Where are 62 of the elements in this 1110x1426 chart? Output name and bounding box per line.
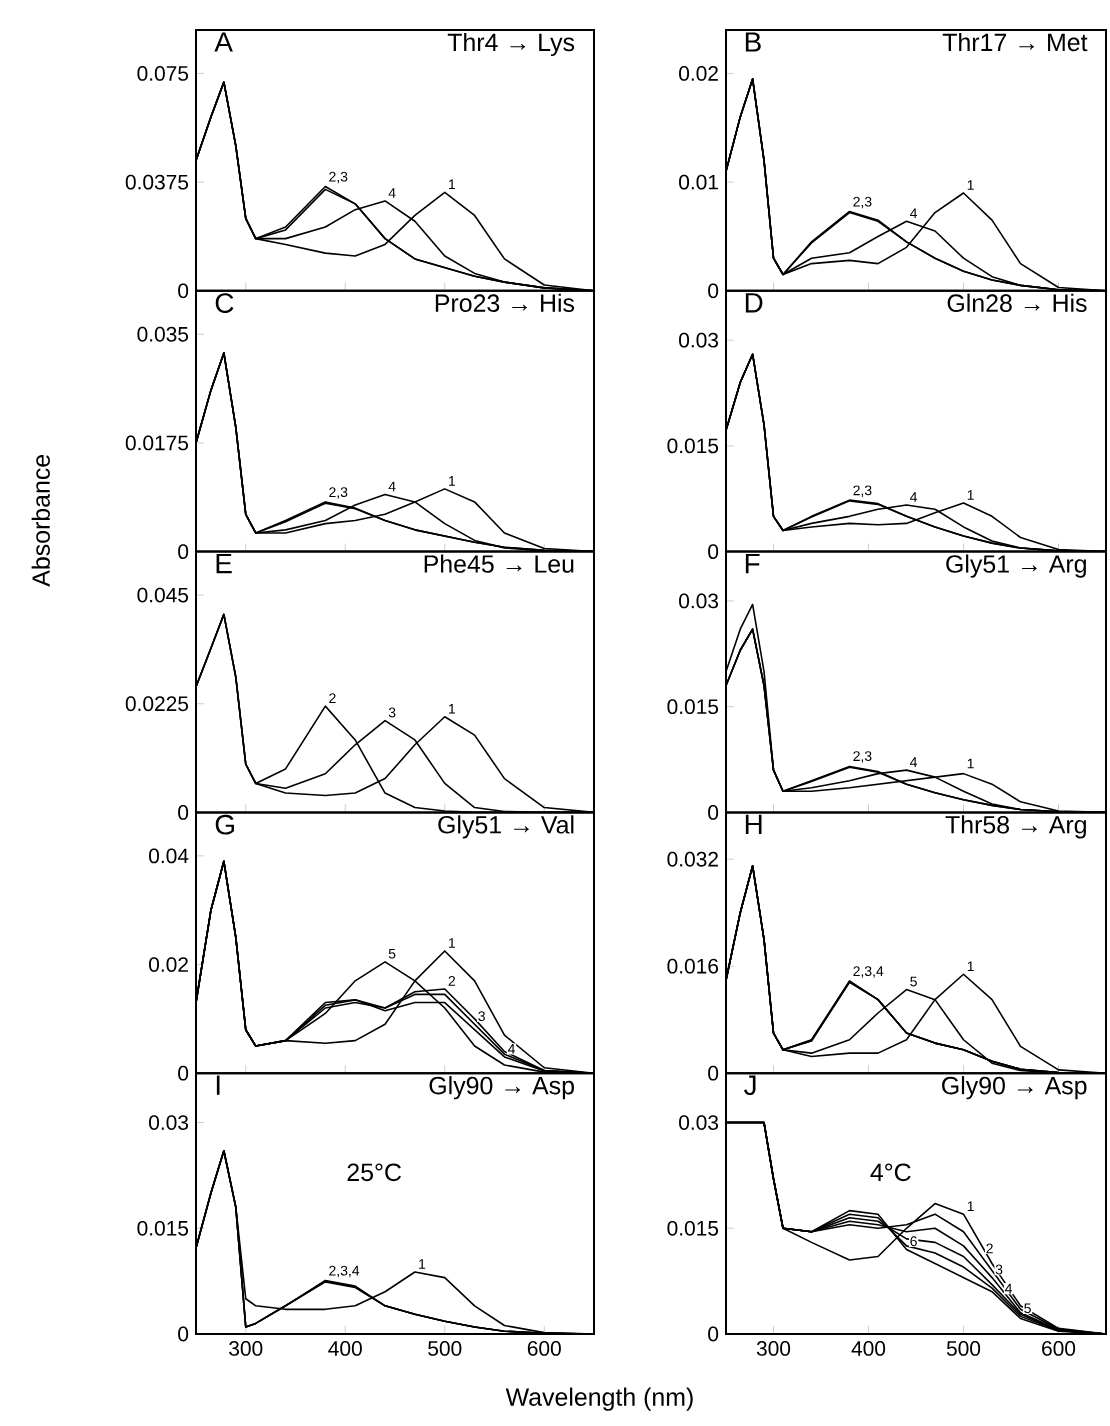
y-tick-label: 0 — [708, 544, 719, 560]
annotation: I — [216, 1075, 220, 1095]
y-tick-label: 0 — [178, 805, 189, 820]
y-tick-label: 0 — [178, 283, 189, 299]
y-tick-label: 0.02 — [679, 66, 718, 81]
chart-title: Gly90 → Asp — [942, 1076, 1087, 1100]
annotation: D — [745, 293, 763, 313]
annotation: H — [745, 814, 762, 834]
chart-title: Thr4 → Lys — [447, 32, 575, 57]
x-tick-label: 500 — [428, 1341, 462, 1356]
chart-title: Pro23 → His — [435, 293, 575, 312]
y-tick-label: 0 — [708, 1065, 719, 1081]
y-tick-label: 0.0225 — [125, 696, 189, 712]
chart-title: Phe45 → Leu — [424, 554, 574, 573]
annotation: A — [214, 32, 233, 52]
y-tick-label: 0.015 — [667, 1220, 719, 1236]
y-tick-label: 0 — [178, 544, 189, 560]
y-tick-label: 0.03 — [149, 1115, 189, 1130]
y-tick-label: 0.075 — [137, 66, 189, 81]
chart-title: Gly51 → Val — [438, 815, 574, 839]
y-tick-label: 0.035 — [137, 326, 189, 342]
y-tick-label: 0 — [178, 1065, 189, 1081]
y-tick-label: 0 — [178, 1326, 189, 1342]
x-tick-label: 400 — [851, 1341, 886, 1356]
y-tick-label: 0.0375 — [125, 174, 189, 190]
chart-title: Thr17 → Met — [942, 32, 1088, 52]
text: 4°C — [870, 1163, 911, 1182]
y-tick-label: 0 — [708, 283, 719, 299]
x-tick-label: 600 — [527, 1341, 561, 1356]
y-tick-label: 0 — [708, 805, 719, 820]
x-tick-label: 600 — [1042, 1341, 1076, 1356]
chart-title: Thr58 → Arg — [945, 815, 1086, 839]
text: 25°C — [347, 1163, 402, 1182]
annotation: F — [745, 554, 760, 574]
x-tick-label: 300 — [756, 1341, 791, 1356]
x-tick-label: 400 — [328, 1341, 362, 1356]
x-tick-label: 300 — [229, 1341, 263, 1356]
y-tick-label: 0.016 — [667, 958, 719, 974]
y-tick-label: 0.015 — [137, 1220, 189, 1236]
x-tick-label: 500 — [946, 1341, 981, 1356]
y-tick-label: 0.03 — [679, 593, 719, 609]
y-tick-label: 0 — [708, 1326, 719, 1342]
y-tick-label: 0.045 — [137, 587, 189, 603]
y-axis-title: Absorbance — [31, 454, 50, 587]
annotation: G — [215, 814, 234, 835]
annotation: E — [216, 553, 232, 574]
y-tick-label: 0.03 — [679, 332, 719, 348]
annotation: C — [215, 293, 234, 313]
y-tick-label: 0.015 — [667, 699, 719, 715]
x-axis-title: Wavelength (nm) — [505, 1387, 693, 1411]
annotation: B — [745, 32, 761, 52]
y-tick-label: 0.0175 — [125, 435, 189, 451]
y-tick-label: 0.015 — [667, 438, 719, 454]
chart-title: Gly51 → Arg — [946, 554, 1086, 578]
annotation: J — [744, 1075, 756, 1096]
y-tick-label: 0.03 — [679, 1115, 719, 1130]
y-tick-label: 0.02 — [149, 957, 188, 972]
y-tick-label: 0.01 — [679, 174, 718, 190]
y-tick-label: 0.04 — [149, 848, 189, 864]
chart-title: Gly90 → Asp — [429, 1076, 574, 1100]
y-tick-label: 0.032 — [667, 851, 718, 867]
chart-title: Gln28 → His — [947, 293, 1087, 312]
